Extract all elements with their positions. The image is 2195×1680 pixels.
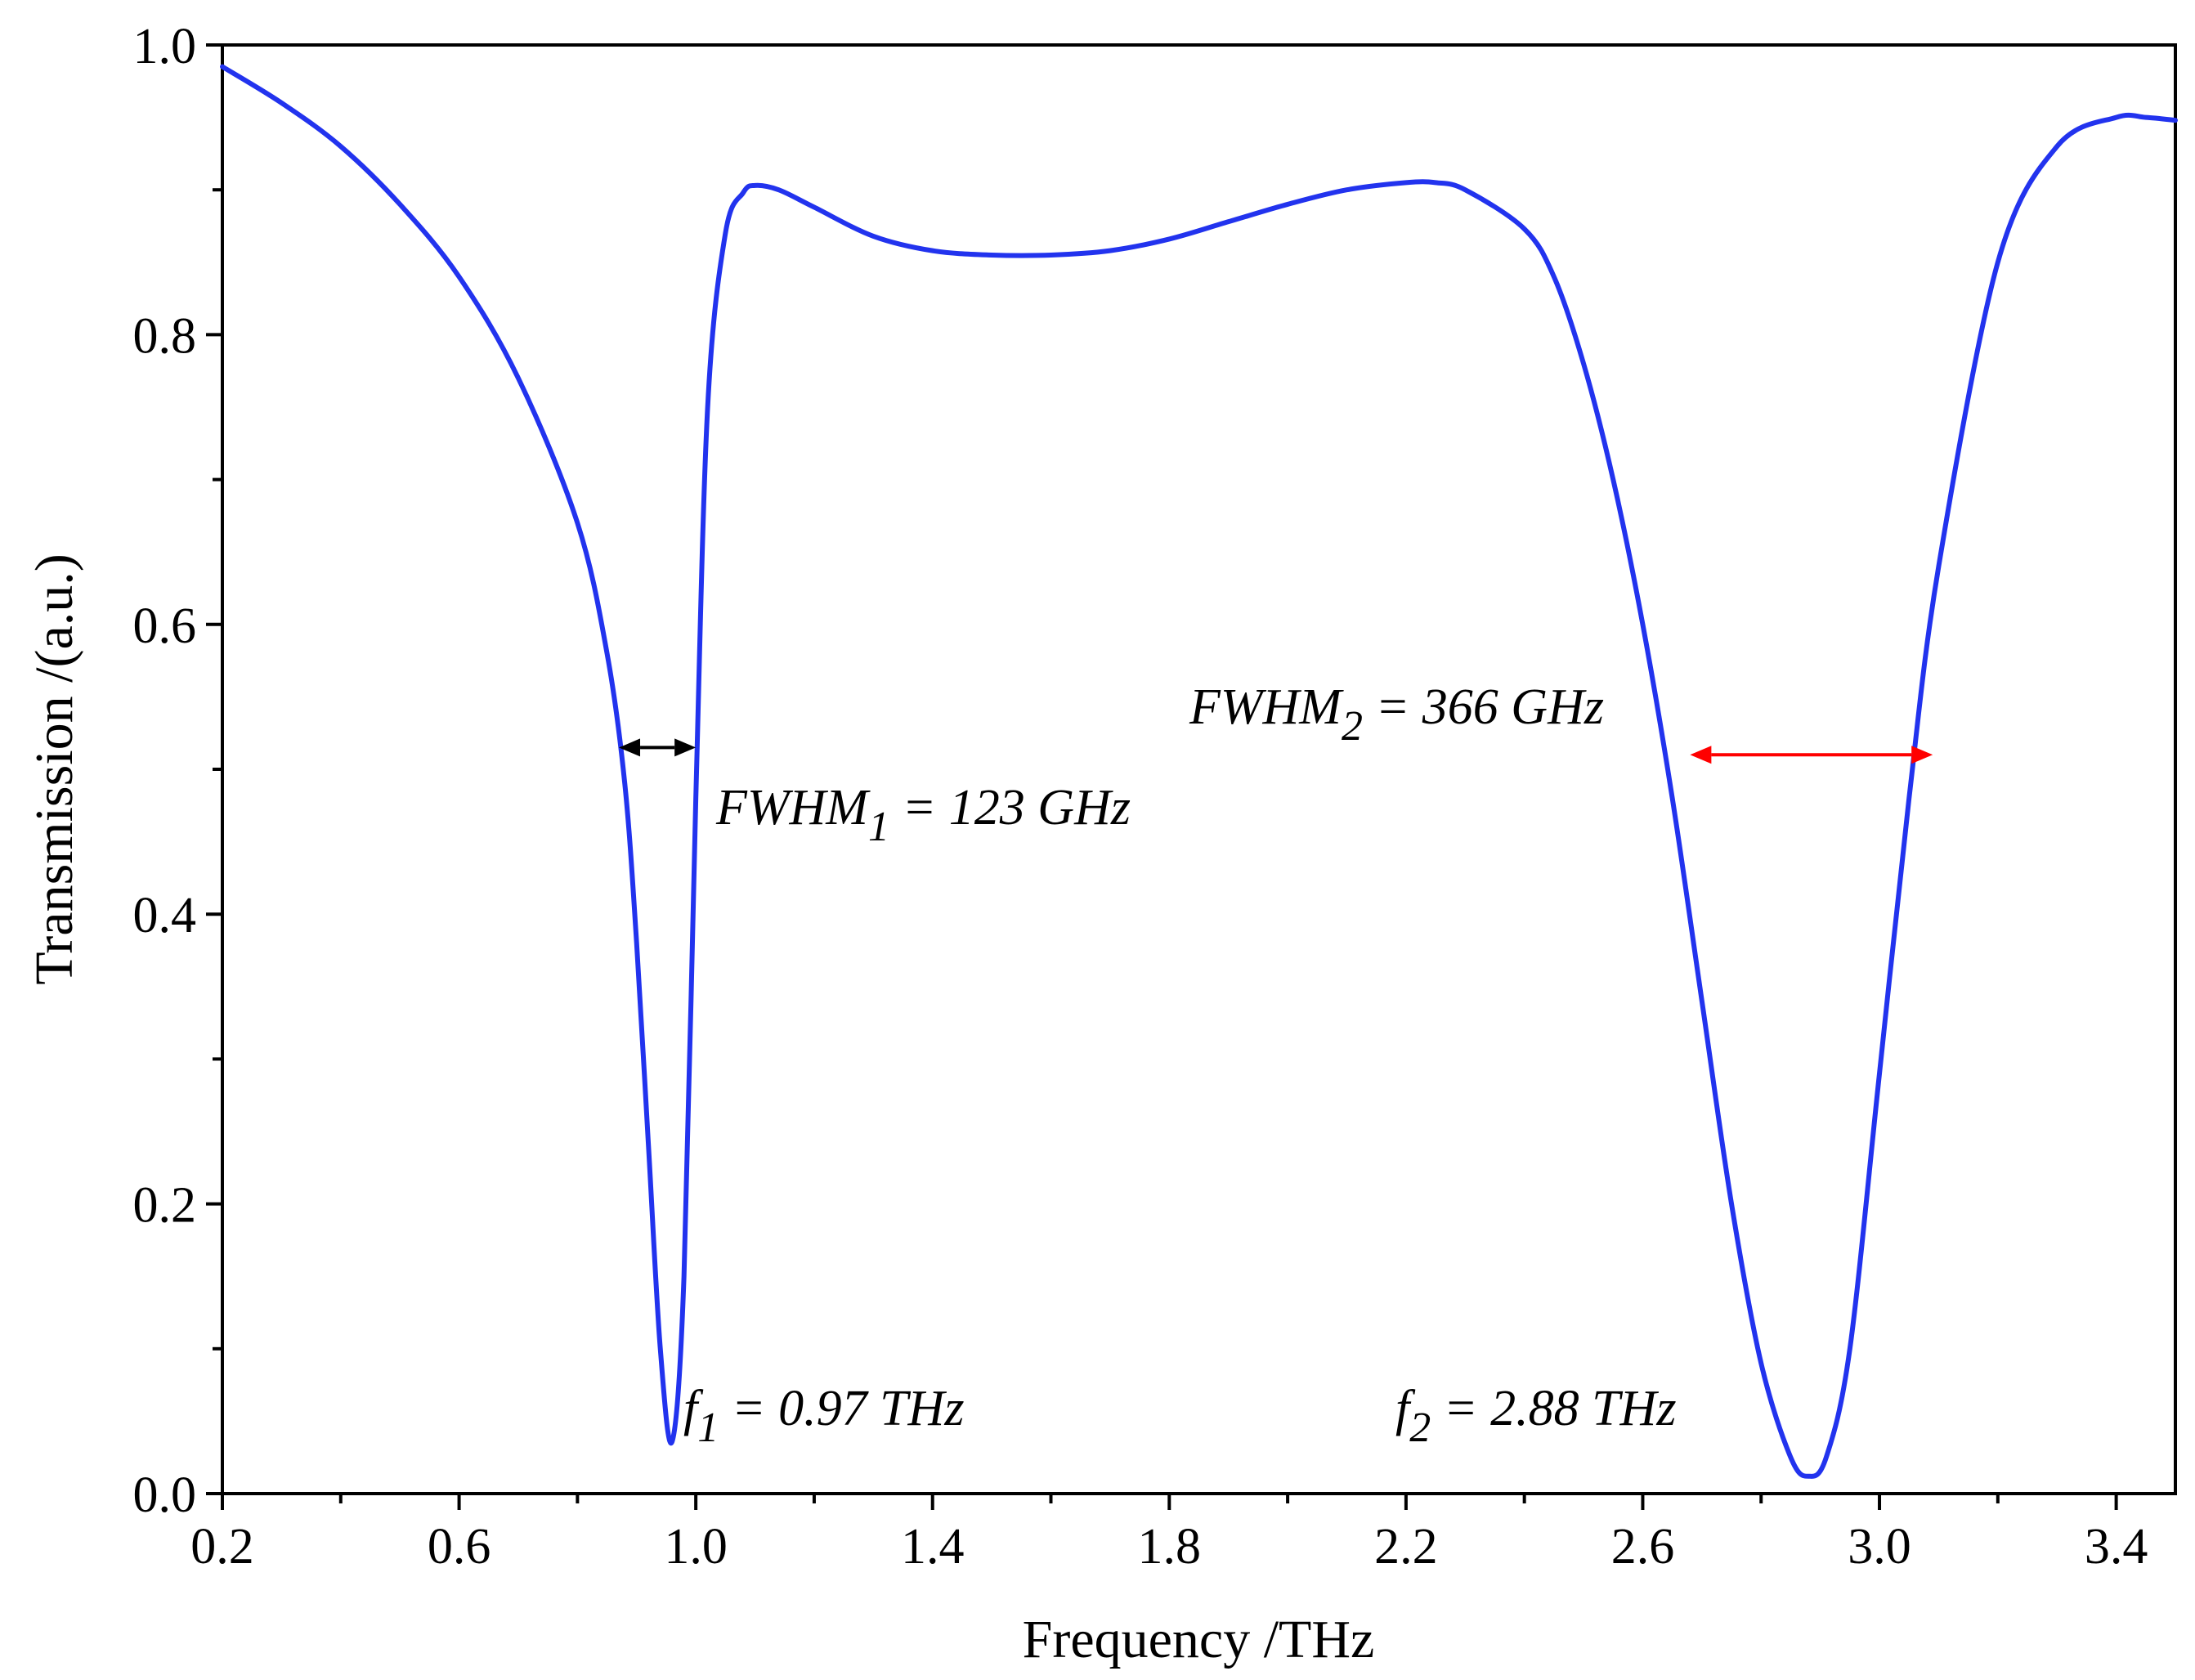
x-tick-label: 0.6 [428,1519,491,1575]
x-tick-label: 2.2 [1374,1519,1438,1575]
fwhm2-arrowhead-left [1690,746,1712,764]
fwhm2-arrow [1690,746,1933,764]
transmission-series-line [220,64,2178,1479]
y-tick-label: 0.6 [133,598,197,654]
fwhm1-annotation: FWHM1 = 123 GHz [715,780,1131,850]
x-tick-label: 3.0 [1848,1519,1911,1575]
f2-subscript: 2 [1409,1404,1431,1451]
x-tick-label: 2.6 [1611,1519,1675,1575]
y-tick-label: 0.2 [133,1178,197,1234]
y-axis-label: Transmission /(a.u.) [25,553,84,984]
fwhm2-value: = 366 GHz [1363,679,1604,735]
fwhm1-arrow [619,738,697,757]
plot-frame [221,43,2177,1495]
y-tick-label: 1.0 [133,19,197,74]
fwhm2-subscript: 2 [1342,703,1363,750]
fwhm1-arrowhead-left [619,738,641,757]
y-tick-label: 0.8 [133,308,197,364]
y-tick-label: 0.4 [133,888,197,943]
f1-subscript: 1 [697,1404,719,1451]
f2-annotation: f2 = 2.88 THz [1395,1381,1676,1451]
x-tick-label: 0.2 [190,1519,254,1575]
x-tick-label: 1.0 [664,1519,728,1575]
y-axis-ticks: 0.0 0.2 0.4 0.6 0.8 1.0 [133,19,222,1523]
fwhm1-arrowhead-right [674,738,697,757]
f1-annotation: f1 = 0.97 THz [683,1381,964,1451]
fwhm1-value: = 123 GHz [889,780,1131,836]
x-axis-label: Frequency /THz [1023,1610,1375,1669]
x-tick-label: 1.4 [901,1519,965,1575]
fwhm1-subscript: 1 [868,804,889,850]
x-tick-label: 1.8 [1138,1519,1202,1575]
y-tick-label: 0.0 [133,1467,197,1523]
fwhm2-label: FWHM [1189,679,1344,735]
fwhm1-label: FWHM [715,780,871,836]
x-tick-label: 3.4 [2085,1519,2148,1575]
f1-value: = 0.97 THz [719,1381,964,1436]
x-axis-ticks: 0.2 0.6 1.0 1.4 1.8 2.2 2.6 3.0 3.4 [190,1494,2148,1575]
f2-value: = 2.88 THz [1431,1381,1676,1436]
fwhm2-annotation: FWHM2 = 366 GHz [1189,679,1604,750]
fwhm2-arrowhead-right [1911,746,1933,764]
